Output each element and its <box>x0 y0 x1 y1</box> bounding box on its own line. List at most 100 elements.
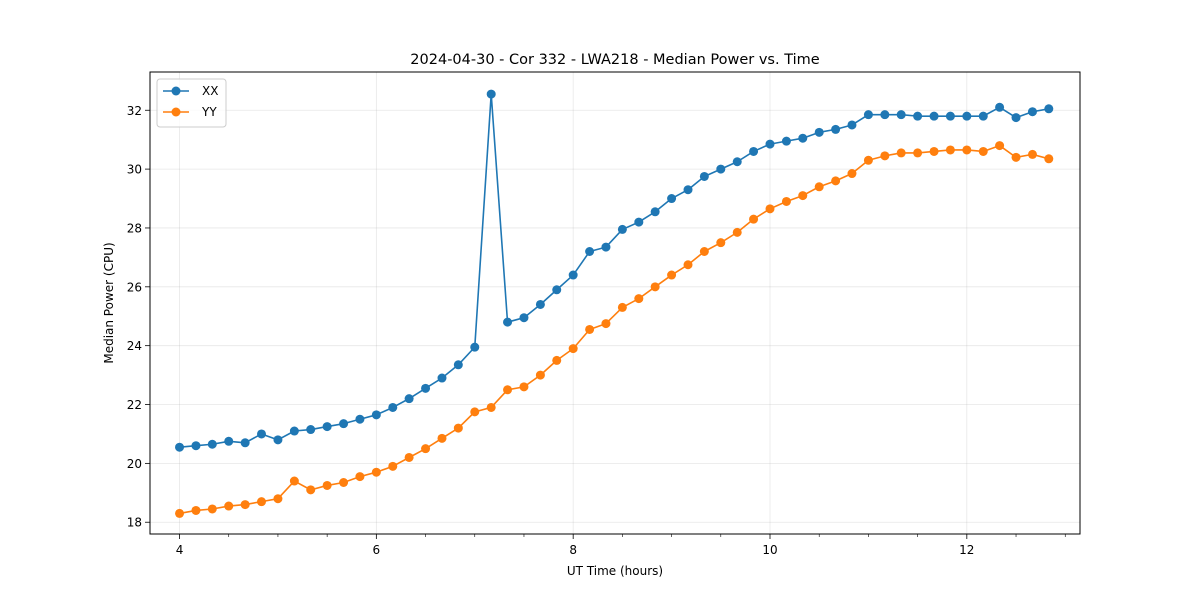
data-point-xx <box>699 171 709 181</box>
data-point-yy <box>535 370 545 380</box>
x-tick-label: 4 <box>176 543 184 557</box>
data-point-yy <box>207 504 217 514</box>
data-point-xx <box>306 425 316 435</box>
data-point-yy <box>503 385 513 395</box>
data-point-yy <box>699 247 709 257</box>
y-tick-label: 32 <box>127 104 142 118</box>
data-point-xx <box>421 383 431 393</box>
x-axis-label: UT Time (hours) <box>567 564 663 578</box>
data-point-yy <box>650 282 660 292</box>
data-point-xx <box>814 127 824 137</box>
data-point-xx <box>224 436 234 446</box>
data-point-xx <box>945 111 955 121</box>
data-point-yy <box>995 141 1005 151</box>
y-tick-label: 24 <box>127 339 142 353</box>
legend-label-yy: YY <box>201 105 217 119</box>
series-yy <box>175 141 1054 518</box>
y-tick-label: 22 <box>127 398 142 412</box>
data-point-xx <box>486 89 496 99</box>
y-tick-label: 28 <box>127 221 142 235</box>
data-point-yy <box>404 452 414 462</box>
data-point-xx <box>683 185 693 195</box>
data-point-xx <box>322 422 332 432</box>
data-point-yy <box>1044 154 1054 164</box>
data-point-yy <box>896 148 906 158</box>
data-point-yy <box>765 204 775 214</box>
data-point-yy <box>240 500 250 510</box>
data-point-yy <box>962 145 972 155</box>
data-point-xx <box>453 360 463 370</box>
data-point-yy <box>322 480 332 490</box>
data-point-xx <box>765 139 775 149</box>
data-point-yy <box>453 423 463 433</box>
data-point-yy <box>421 444 431 454</box>
data-point-xx <box>650 207 660 217</box>
data-point-xx <box>716 164 726 174</box>
data-point-xx <box>798 133 808 143</box>
data-point-yy <box>831 176 841 186</box>
y-axis: 18 20 22 24 26 28 30 32 <box>127 104 150 530</box>
data-point-xx <box>995 102 1005 112</box>
data-point-xx <box>749 146 759 156</box>
data-point-yy <box>847 169 857 179</box>
x-axis: 4 6 8 10 12 <box>176 534 1066 557</box>
y-tick-label: 30 <box>127 163 142 177</box>
data-point-yy <box>486 402 496 412</box>
data-point-xx <box>568 270 578 280</box>
data-point-yy <box>617 302 627 312</box>
data-point-xx <box>552 285 562 295</box>
data-point-xx <box>388 402 398 412</box>
data-point-xx <box>535 299 545 309</box>
data-point-xx <box>831 124 841 134</box>
data-point-yy <box>814 182 824 192</box>
data-point-xx <box>732 157 742 167</box>
data-point-yy <box>585 324 595 334</box>
data-point-xx <box>470 342 480 352</box>
data-point-yy <box>913 148 923 158</box>
legend: XX YY <box>156 78 227 128</box>
data-point-xx <box>634 217 644 227</box>
data-point-yy <box>224 501 234 511</box>
data-point-xx <box>847 120 857 130</box>
data-point-xx <box>503 317 513 327</box>
data-point-yy <box>667 270 677 280</box>
data-point-xx <box>437 373 447 383</box>
y-tick-label: 26 <box>127 280 142 294</box>
data-point-yy <box>601 319 611 329</box>
data-point-yy <box>978 146 988 156</box>
legend-label-xx: XX <box>202 84 218 98</box>
data-point-xx <box>896 110 906 120</box>
data-point-yy <box>273 494 283 504</box>
data-point-yy <box>175 508 185 518</box>
data-point-xx <box>191 441 201 451</box>
data-point-yy <box>781 196 791 206</box>
series-xx <box>175 89 1054 452</box>
y-axis-label: Median Power (CPU) <box>102 242 116 363</box>
data-point-yy <box>732 227 742 237</box>
chart-title: 2024-04-30 - Cor 332 - LWA218 - Median P… <box>410 52 819 68</box>
data-point-yy <box>863 155 873 165</box>
data-point-yy <box>257 497 267 507</box>
data-point-yy <box>634 294 644 304</box>
data-point-xx <box>519 313 529 323</box>
data-point-xx <box>929 111 939 121</box>
data-point-yy <box>339 478 349 488</box>
data-point-xx <box>257 429 267 439</box>
data-point-yy <box>355 472 365 482</box>
y-tick-label: 20 <box>127 457 142 471</box>
data-point-xx <box>175 442 185 452</box>
x-tick-label: 10 <box>762 543 777 557</box>
data-point-yy <box>749 214 759 224</box>
data-point-yy <box>880 151 890 161</box>
x-tick-label: 6 <box>373 543 381 557</box>
grid <box>150 72 1080 534</box>
data-point-xx <box>667 194 677 204</box>
data-point-yy <box>929 146 939 156</box>
data-point-xx <box>207 439 217 449</box>
data-point-xx <box>781 136 791 146</box>
data-point-xx <box>339 419 349 429</box>
data-point-yy <box>798 191 808 201</box>
data-point-yy <box>716 238 726 248</box>
data-point-xx <box>240 438 250 448</box>
